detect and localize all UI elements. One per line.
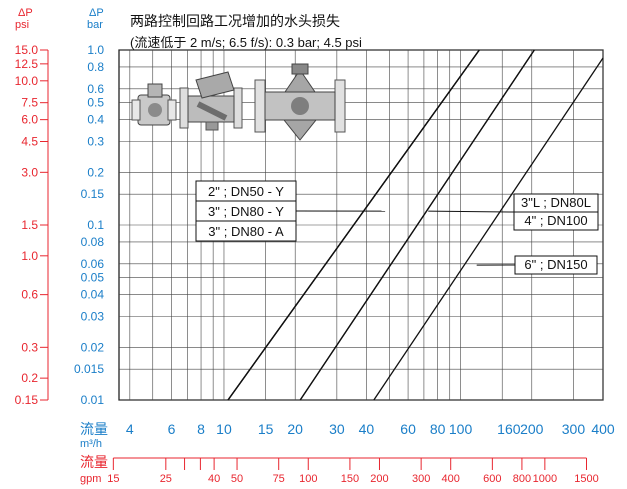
x-tick-label-gpm: 15: [107, 473, 119, 485]
xlabel-gpm: 流量: [80, 455, 108, 471]
y-tick-label-psi: 10.0: [15, 74, 39, 88]
series-line: [227, 49, 480, 401]
y-tick-label-bar: 1.0: [87, 43, 104, 57]
legend-group: 6" ; DN150: [476, 255, 598, 275]
chart-subtitle: (流速低于 2 m/s; 6.5 f/s): 0.3 bar; 4.5 psi: [130, 35, 362, 50]
legend-box: [195, 220, 297, 242]
y-tick-label-psi: 6.0: [21, 113, 38, 127]
valve-medium-icon: [179, 71, 243, 131]
y-tick-label-bar: 0.02: [81, 340, 105, 354]
ylabel-psi: ΔP: [18, 7, 33, 19]
y-tick-label-psi: 0.15: [15, 393, 39, 407]
xlabel-gpm-unit: gpm: [80, 473, 101, 485]
xlabel-m3h: 流量: [80, 422, 108, 438]
y-tick-label-bar: 0.4: [87, 113, 104, 127]
x-tick-label-gpm: 50: [231, 473, 243, 485]
y-tick-label-bar: 0.6: [87, 82, 104, 96]
x-tick-label-gpm: 600: [483, 473, 501, 485]
valve-illustrations: [131, 63, 346, 141]
legend-groups: 2" ; DN50 - Y 3" ; DN80 - Y 3" ; DN80 - A 3…: [195, 180, 599, 275]
y-tick-label-psi: 3.0: [21, 165, 38, 179]
ylabel-psi-unit: psi: [15, 19, 29, 31]
legend-box: [513, 211, 599, 231]
y-tick-label-bar: 0.01: [81, 393, 105, 407]
x-tick-label-m3h: 4: [126, 421, 134, 437]
y-axis-bar-ticks: 1.0 0.8 0.60.5 0.4 0.3 0.2 0.15 0.1 0.08 0.060.05…: [74, 43, 104, 407]
x-tick-label-m3h: 8: [197, 421, 205, 437]
y-tick-label-psi: 12.5: [15, 57, 39, 71]
valve-large-icon: [254, 63, 346, 141]
x-tick-label-m3h: 60: [400, 421, 416, 437]
x-tick-label-m3h: 300: [562, 421, 586, 437]
y-tick-label-psi: 15.0: [15, 43, 39, 57]
ylabel-bar-unit: bar: [87, 19, 103, 31]
x-tick-label-gpm: 800: [513, 473, 531, 485]
legend-label: 3" ; DN80 - A: [208, 224, 284, 239]
y-tick-label-psi: 0.3: [21, 340, 38, 354]
x-tick-label-m3h: 10: [216, 421, 232, 437]
legend-group: 2" ; DN50 - Y 3" ; DN80 - Y 3" ; DN80 - A: [195, 180, 386, 242]
xlabel-m3h-unit: m³/h: [80, 438, 102, 450]
x-tick-label-gpm: 400: [442, 473, 460, 485]
valve-small-icon: [131, 83, 177, 126]
y-tick-label-bar: 0.15: [81, 187, 105, 201]
y-tick-label-bar: 0.5: [87, 96, 104, 110]
y-tick-label-bar: 0.8: [87, 60, 104, 74]
y-tick-label-bar: 0.3: [87, 135, 104, 149]
x-tick-label-m3h: 200: [520, 421, 544, 437]
y-tick-label-bar: 0.06: [81, 257, 105, 271]
x-tick-label-gpm: 75: [273, 473, 285, 485]
x-tick-label-m3h: 15: [258, 421, 274, 437]
y-tick-label-psi: 0.6: [21, 288, 38, 302]
x-tick-label-gpm: 300: [412, 473, 430, 485]
legend-label: 3"L ; DN80L: [521, 195, 591, 210]
legend-label: 4" ; DN100: [524, 213, 587, 228]
y-tick-label-psi: 1.0: [21, 249, 38, 263]
x-axis-gpm: 15 25 40 50 75 100 150 200 300 400 600 800 1000 1500: [107, 457, 599, 485]
y-tick-label-bar: 0.08: [81, 235, 105, 249]
x-tick-label-m3h: 40: [359, 421, 375, 437]
x-tick-label-m3h: 400: [591, 421, 615, 437]
x-tick-label-m3h: 20: [287, 421, 303, 437]
y-axis-psi: 15.012.5 10.0 7.5 6.0 4.5 3.0 1.5 1.0 0.6 0.3 0.2 0…: [15, 43, 49, 407]
plot-area: 2" ; DN50 - Y 3" ; DN80 - Y 3" ; DN80 - A 3…: [118, 49, 604, 401]
series-line: [299, 49, 535, 401]
y-tick-label-bar: 0.03: [81, 310, 105, 324]
y-tick-label-psi: 0.2: [21, 371, 38, 385]
x-tick-label-m3h: 160: [497, 421, 521, 437]
legend-label: 3" ; DN80 - Y: [208, 204, 284, 219]
y-tick-label-bar: 0.04: [81, 288, 105, 302]
x-axis-m3h: 4 6 8 10 15 20 30 40 60 80 100 160 200 300 400: [126, 421, 615, 437]
x-tick-label-gpm: 25: [160, 473, 172, 485]
series-line: [373, 57, 604, 401]
legend-leader: [428, 210, 515, 213]
y-tick-label-psi: 1.5: [21, 218, 38, 232]
x-tick-label-gpm: 100: [299, 473, 317, 485]
y-tick-label-bar: 0.015: [74, 362, 104, 376]
y-tick-label-psi: 7.5: [21, 96, 38, 110]
x-tick-label-gpm: 1500: [574, 473, 598, 485]
x-tick-label-m3h: 80: [430, 421, 446, 437]
legend-group: 3"L ; DN80L 4" ; DN100: [428, 193, 599, 231]
y-tick-label-psi: 4.5: [21, 135, 38, 149]
ylabel-bar: ΔP: [89, 7, 104, 19]
x-tick-label-gpm: 1000: [533, 473, 557, 485]
legend-label: 6" ; DN150: [524, 257, 587, 272]
x-tick-label-gpm: 40: [208, 473, 220, 485]
chart-title: 两路控制回路工况增加的水头损失: [130, 14, 340, 30]
x-tick-label-gpm: 200: [370, 473, 388, 485]
x-tick-label-m3h: 30: [329, 421, 345, 437]
y-tick-label-bar: 0.2: [87, 165, 104, 179]
x-tick-label-m3h: 100: [449, 421, 473, 437]
series-lines: [227, 49, 604, 401]
legend-label: 2" ; DN50 - Y: [208, 184, 284, 199]
y-tick-label-bar: 0.1: [87, 218, 104, 232]
x-tick-label-m3h: 6: [168, 421, 176, 437]
x-tick-label-gpm: 150: [341, 473, 359, 485]
y-tick-label-bar: 0.05: [81, 271, 105, 285]
